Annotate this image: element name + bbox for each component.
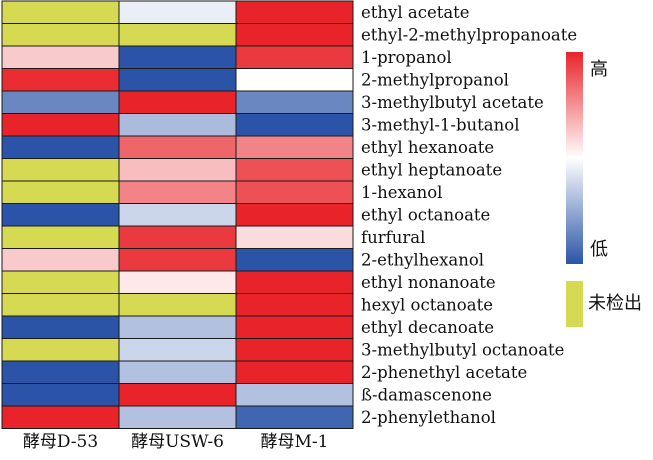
heatmap-cell: [1, 113, 120, 137]
heatmap-cell: [235, 90, 354, 114]
heatmap-cell: [118, 338, 237, 362]
heatmap-cell: [235, 158, 354, 182]
row-label: 2-phenylethanol: [361, 408, 496, 427]
heatmap-cell: [1, 270, 120, 294]
heatmap-cells: [1, 0, 354, 429]
heatmap-cell: [1, 158, 120, 182]
heatmap-cell: [118, 270, 237, 294]
legend-not-detected-label: 未检出: [588, 293, 642, 314]
heatmap-cell: [1, 225, 120, 249]
heatmap-cell: [118, 90, 237, 114]
row-label: ethyl heptanoate: [361, 160, 502, 179]
heatmap-cell: [1, 180, 120, 204]
heatmap-cell: [118, 68, 237, 92]
row-label: ß-damascenone: [361, 385, 492, 404]
heatmap-cell: [1, 90, 120, 114]
heatmap-cell: [235, 180, 354, 204]
row-label: ethyl-2-methylpropanoate: [361, 25, 577, 44]
heatmap-cell: [235, 293, 354, 317]
row-label: 3-methylbutyl acetate: [361, 93, 544, 112]
heatmap-cell: [1, 338, 120, 362]
heatmap-cell: [235, 315, 354, 339]
heatmap-cell: [235, 248, 354, 272]
heatmap-cell: [1, 68, 120, 92]
heatmap-cell: [118, 45, 237, 69]
column-labels: 酵母D-53 酵母USW-6 酵母M-1: [23, 432, 329, 452]
heatmap-cell: [235, 225, 354, 249]
row-label: 3-methylbutyl octanoate: [361, 340, 564, 359]
heatmap-cell: [118, 315, 237, 339]
row-label: 2-methylpropanol: [361, 70, 509, 89]
heatmap-cell: [1, 405, 120, 429]
column-label: 酵母M-1: [261, 432, 329, 452]
heatmap-cell: [118, 23, 237, 47]
heatmap-cell: [235, 113, 354, 137]
heatmap-cell: [118, 158, 237, 182]
heatmap-cell: [1, 23, 120, 47]
row-label: ethyl octanoate: [361, 205, 490, 224]
heatmap-cell: [1, 0, 120, 24]
heatmap-cell: [235, 68, 354, 92]
not-detected-swatch: [566, 281, 583, 327]
heatmap-cell: [1, 203, 120, 227]
row-label: ethyl hexanoate: [361, 138, 494, 157]
legend-high-label: 高: [590, 59, 608, 80]
heatmap-cell: [1, 135, 120, 159]
heatmap-cell: [235, 135, 354, 159]
heatmap-cell: [235, 338, 354, 362]
heatmap-cell: [235, 360, 354, 384]
column-label: 酵母D-53: [23, 432, 98, 452]
legend: 高 低 未检出: [566, 52, 642, 327]
row-labels: ethyl acetate ethyl-2-methylpropanoate 1-p…: [361, 3, 577, 427]
heatmap-cell: [118, 203, 237, 227]
heatmap-cell: [118, 383, 237, 407]
heatmap-cell: [118, 0, 237, 24]
row-label: furfural: [361, 228, 425, 247]
heatmap-cell: [1, 45, 120, 69]
column-label: 酵母USW-6: [131, 432, 224, 452]
row-label: 2-ethylhexanol: [361, 250, 484, 269]
heatmap-cell: [118, 180, 237, 204]
row-label: hexyl octanoate: [361, 295, 493, 314]
heatmap-cell: [118, 405, 237, 429]
heatmap-cell: [118, 135, 237, 159]
heatmap-cell: [1, 383, 120, 407]
heatmap-cell: [1, 315, 120, 339]
row-label: 1-propanol: [361, 48, 452, 67]
heatmap-cell: [235, 383, 354, 407]
heatmap-cell: [118, 248, 237, 272]
heatmap-cell: [235, 0, 354, 24]
heatmap-cell: [235, 405, 354, 429]
heatmap-cell: [235, 270, 354, 294]
color-scale-bar: [566, 52, 583, 264]
heatmap-cell: [118, 225, 237, 249]
row-label: ethyl acetate: [361, 3, 470, 22]
heatmap-cell: [235, 45, 354, 69]
row-label: ethyl nonanoate: [361, 273, 496, 292]
row-label: 2-phenethyl acetate: [361, 363, 527, 382]
heatmap-cell: [118, 113, 237, 137]
row-label: ethyl decanoate: [361, 318, 494, 337]
heatmap-cell: [118, 293, 237, 317]
heatmap-cell: [1, 293, 120, 317]
legend-low-label: 低: [590, 239, 608, 260]
heatmap-cell: [1, 360, 120, 384]
heatmap-cell: [118, 360, 237, 384]
heatmap-cell: [235, 23, 354, 47]
row-label: 1-hexanol: [361, 183, 442, 202]
row-label: 3-methyl-1-butanol: [361, 115, 519, 134]
heatmap-cell: [1, 248, 120, 272]
heatmap-cell: [235, 203, 354, 227]
